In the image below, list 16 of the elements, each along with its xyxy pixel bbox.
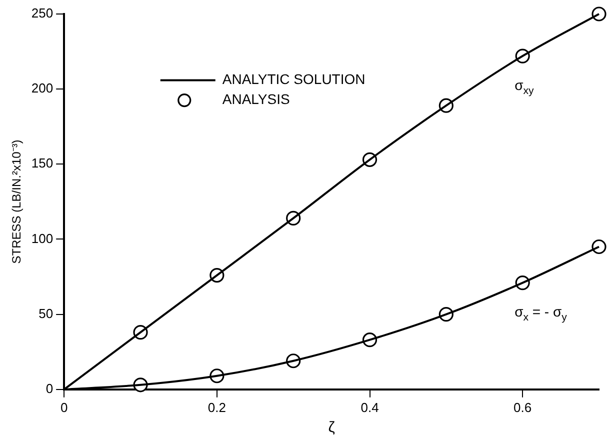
y-axis-title: STRESS (LB/IN.²x10⁻³): [10, 140, 24, 264]
point: [592, 239, 606, 254]
x-tick-label: 0.6: [514, 400, 532, 415]
x-tick-label: 0: [60, 400, 68, 415]
legend-label: ANALYTIC SOLUTION: [222, 71, 366, 88]
y-tick-label: 50: [38, 306, 54, 321]
point: [592, 6, 606, 22]
y-tick-label: 150: [31, 156, 54, 171]
y-tick-label: 100: [31, 230, 54, 246]
y-tick-label: 250: [31, 6, 54, 21]
x-tick-label: 0.2: [208, 400, 226, 415]
x-axis-title: ζ: [328, 419, 336, 436]
legend-label: ANALYSIS: [222, 91, 290, 108]
x-tick-label: 0.4: [360, 400, 379, 415]
y-tick-label: 0: [46, 380, 54, 396]
y-tick-label: 200: [31, 80, 54, 96]
